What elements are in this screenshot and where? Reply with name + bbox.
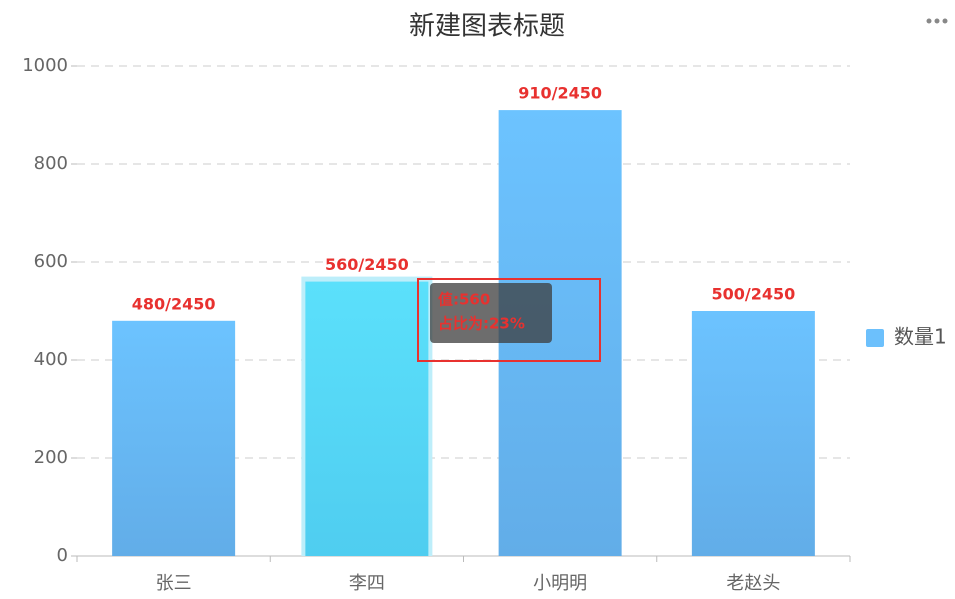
x-tick-label: 老赵头 [726,573,780,594]
x-tick-label: 张三 [156,573,192,594]
legend-label: 数量1 [894,325,947,349]
chart-title: 新建图表标题 [409,12,565,42]
more-menu[interactable] [926,18,948,24]
legend-swatch [866,329,884,347]
value-label: 480/2450 [132,294,216,313]
y-tick-label: 600 [34,251,68,272]
value-label: 910/2450 [518,84,602,103]
y-tick-label: 200 [34,447,68,468]
x-tick-label: 小明明 [533,573,587,594]
tooltip-box [430,283,552,343]
x-tick-label: 李四 [349,573,385,594]
bar [691,311,815,556]
y-tick-label: 1000 [22,55,68,76]
bar [112,320,236,556]
y-tick-label: 800 [34,153,68,174]
tooltip-text: 占比为:23% [438,315,525,333]
y-tick-label: 400 [34,349,68,370]
tooltip-text: 值:560 [438,291,490,309]
value-label: 500/2450 [711,285,795,304]
y-tick-label: 0 [57,545,68,566]
bar [305,281,429,556]
annotation-box [417,278,601,362]
value-label: 560/2450 [325,255,409,274]
